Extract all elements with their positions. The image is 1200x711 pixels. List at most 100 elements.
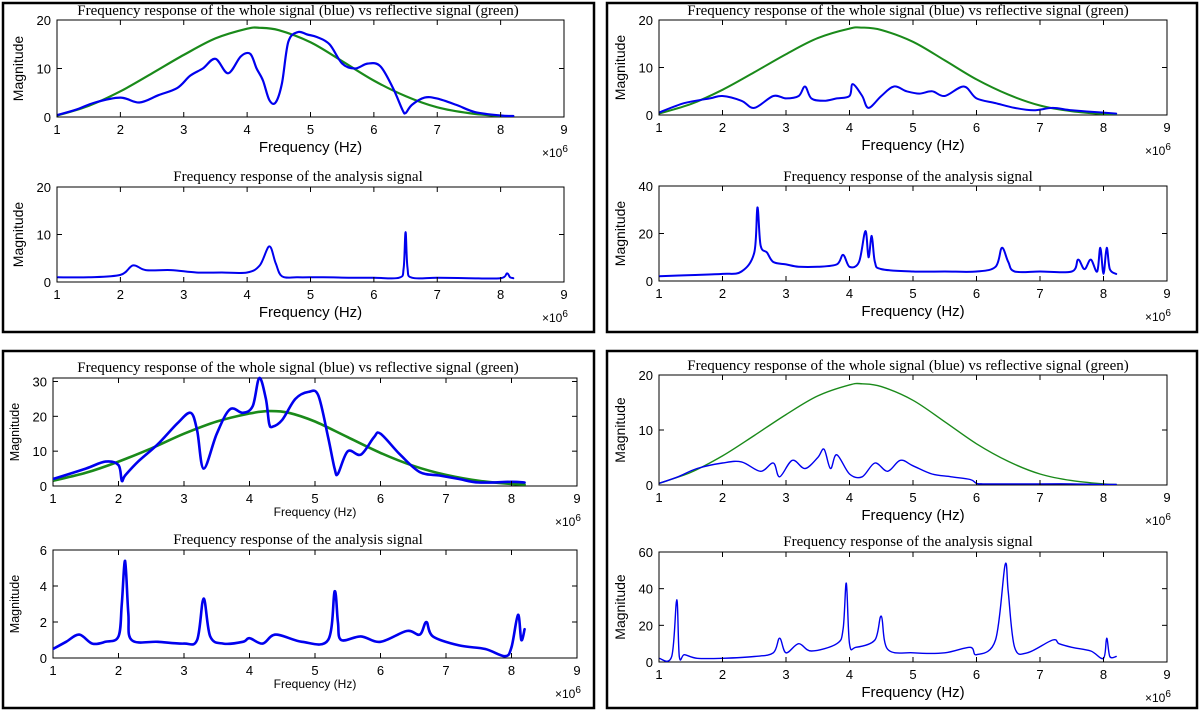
y-tick-label: 20 <box>33 409 47 424</box>
x-axis-label: Frequency (Hz) <box>274 505 357 519</box>
x-tick-label: 4 <box>246 491 253 506</box>
x-tick-label: 6 <box>377 491 384 506</box>
panel-frame-top-right <box>605 1 1199 334</box>
x-axis-multiplier: ×106 <box>555 685 581 701</box>
x-tick-label: 9 <box>1163 490 1170 505</box>
axes-box <box>52 549 578 659</box>
y-tick-label: 60 <box>639 545 653 560</box>
x-tick-label: 3 <box>180 287 187 302</box>
x-tick-label: 9 <box>560 122 567 137</box>
panel-frame-top-left <box>1 1 596 334</box>
series-line-whole-signal <box>57 30 515 117</box>
y-tick-label: 10 <box>37 62 51 77</box>
x-tick-label: 1 <box>49 663 56 678</box>
x-tick-label: 8 <box>1100 120 1107 135</box>
axes-box <box>56 186 565 283</box>
y-tick-label: 10 <box>37 228 51 243</box>
charts-layer: Frequency response of the whole signal (… <box>8 3 1171 705</box>
x-axis-multiplier: ×106 <box>542 144 568 160</box>
x-tick-label: 2 <box>719 286 726 301</box>
y-tick-label: 0 <box>646 274 653 289</box>
x-tick-label: 4 <box>846 667 853 682</box>
x-tick-label: 1 <box>655 490 662 505</box>
x-tick-label: 7 <box>434 287 441 302</box>
y-axis-label: Magnitude <box>612 574 628 640</box>
series-line-analysis-signal <box>659 206 1118 278</box>
y-tick-label: 6 <box>40 543 47 558</box>
axes-box <box>52 377 578 487</box>
panel-frame-bottom-left <box>1 349 596 710</box>
y-tick-label: 0 <box>44 275 51 290</box>
x-axis-multiplier: ×106 <box>1145 308 1171 324</box>
x-axis-exponent: 6 <box>1165 512 1171 523</box>
x-tick-label: 8 <box>1100 490 1107 505</box>
x-axis-label: Frequency (Hz) <box>861 137 964 154</box>
series-line-reflective-signal <box>57 26 515 117</box>
series-group <box>53 559 526 658</box>
x-tick-label: 3 <box>782 120 789 135</box>
y-tick-label: 30 <box>33 374 47 389</box>
x-axis-label: Frequency (Hz) <box>259 304 362 321</box>
x-tick-label: 8 <box>497 287 504 302</box>
y-axis-label: Magnitude <box>612 201 628 267</box>
y-axis-label: Magnitude <box>8 575 22 633</box>
x-tick-label: 7 <box>1036 490 1043 505</box>
axes-box <box>658 185 1168 282</box>
x-tick-label: 6 <box>973 120 980 135</box>
y-tick-label: 40 <box>639 179 653 194</box>
chart-4: Frequency response of the analysis signa… <box>612 169 1171 324</box>
y-tick-label: 20 <box>639 227 653 242</box>
x-axis-label: Frequency (Hz) <box>861 684 964 701</box>
x-tick-label: 9 <box>560 287 567 302</box>
chart-8: Frequency response of the analysis signa… <box>612 534 1171 705</box>
chart-2: Frequency response of the analysis signa… <box>10 169 568 325</box>
x-tick-label: 7 <box>1036 120 1043 135</box>
panel-frame-bottom-right <box>605 349 1199 710</box>
x-axis-label: Frequency (Hz) <box>259 139 362 156</box>
series-line-analysis-signal <box>659 562 1117 662</box>
series-group <box>659 562 1117 662</box>
chart-title: Frequency response of the analysis signa… <box>783 534 1033 550</box>
x-tick-label: 8 <box>1100 286 1107 301</box>
series-group <box>659 26 1118 115</box>
y-tick-label: 20 <box>639 618 653 633</box>
x-axis-exponent: 6 <box>1165 142 1171 153</box>
chart-1: Frequency response of the whole signal (… <box>10 3 568 160</box>
x-tick-label: 3 <box>180 122 187 137</box>
chart-title: Frequency response of the whole signal (… <box>77 360 519 376</box>
x-tick-label: 5 <box>909 120 916 135</box>
x-tick-label: 5 <box>909 286 916 301</box>
x-tick-label: 4 <box>846 286 853 301</box>
axes-box <box>658 374 1168 486</box>
x-tick-label: 4 <box>246 663 253 678</box>
y-tick-label: 40 <box>639 582 653 597</box>
x-tick-label: 8 <box>1100 667 1107 682</box>
y-axis-label: Magnitude <box>10 36 26 102</box>
y-tick-label: 0 <box>40 479 47 494</box>
x-axis-exponent: 6 <box>575 513 581 524</box>
x-axis-label: Frequency (Hz) <box>274 677 357 691</box>
series-line-whole-signal <box>659 448 1117 485</box>
x-tick-label: 2 <box>117 287 124 302</box>
x-axis-multiplier: ×106 <box>542 309 568 325</box>
chart-7: Frequency response of the whole signal (… <box>612 358 1171 528</box>
x-tick-label: 8 <box>497 122 504 137</box>
y-axis-label: Magnitude <box>10 202 26 268</box>
chart-title: Frequency response of the analysis signa… <box>173 532 423 548</box>
x-tick-label: 5 <box>307 122 314 137</box>
x-tick-label: 3 <box>782 286 789 301</box>
x-tick-label: 1 <box>655 667 662 682</box>
y-axis-label: Magnitude <box>612 397 628 463</box>
series-line-analysis-signal <box>53 559 526 658</box>
x-tick-label: 2 <box>719 490 726 505</box>
series-line-whole-signal <box>659 83 1118 115</box>
x-tick-label: 5 <box>311 663 318 678</box>
x-tick-label: 2 <box>115 663 122 678</box>
y-tick-label: 10 <box>639 61 653 76</box>
y-tick-label: 0 <box>40 651 47 666</box>
chart-5: Frequency response of the whole signal (… <box>8 360 581 529</box>
chart-6: Frequency response of the analysis signa… <box>8 532 581 701</box>
x-axis-exponent: 6 <box>562 309 568 320</box>
x-tick-label: 2 <box>115 491 122 506</box>
y-tick-label: 20 <box>639 13 653 28</box>
